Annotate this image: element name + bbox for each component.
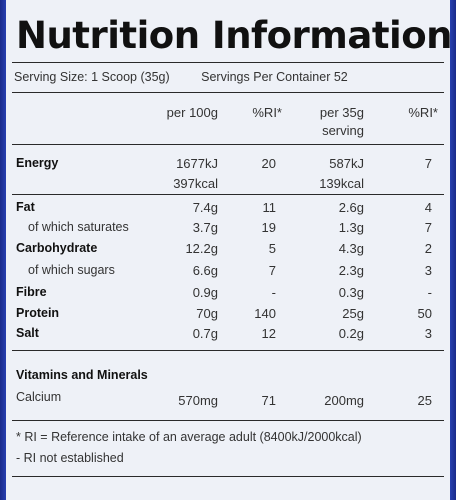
- cell-value: 4.3g: [338, 241, 364, 256]
- cell-value: 200mg: [324, 393, 364, 408]
- cell-ri: 7: [424, 156, 432, 171]
- cell-ri: 4: [424, 200, 432, 215]
- divider: [12, 476, 444, 477]
- cell-value: 587kJ: [329, 156, 364, 171]
- nutrition-panel: Nutrition Information Serving Size: 1 Sc…: [6, 0, 452, 500]
- cell-ri: -: [271, 285, 276, 300]
- cell-ri: 25: [417, 393, 432, 408]
- divider: [12, 420, 444, 421]
- row-label-fat: Fat: [16, 200, 35, 214]
- cell-value: 1677kJ: [176, 156, 218, 171]
- divider: [12, 62, 444, 63]
- cell-ri: 5: [268, 241, 276, 256]
- cell-value: 12.2g: [185, 241, 218, 256]
- cell-value: 2.3g: [338, 263, 364, 278]
- cell-ri: 7: [424, 220, 432, 235]
- page-title: Nutrition Information: [16, 14, 452, 57]
- header-ri-1: %RI*: [252, 105, 282, 120]
- cell-ri: 12: [261, 326, 276, 341]
- cell-ri: 71: [261, 393, 276, 408]
- row-label-sugars: of which sugars: [28, 263, 115, 277]
- servings-per-container: Servings Per Container 52: [201, 70, 348, 84]
- header-ri-2: %RI*: [408, 105, 438, 120]
- serving-size: Serving Size: 1 Scoop (35g): [14, 70, 170, 84]
- cell-value: 139kcal: [319, 176, 364, 191]
- cell-value: 0.9g: [192, 285, 218, 300]
- cell-value: 6.6g: [192, 263, 218, 278]
- footnote-not-established: - RI not established: [16, 451, 124, 465]
- cell-ri: -: [427, 285, 432, 300]
- cell-ri: 20: [261, 156, 276, 171]
- cell-value: 2.6g: [338, 200, 364, 215]
- cell-value: 25g: [342, 306, 364, 321]
- cell-ri: 140: [254, 306, 276, 321]
- row-label-carbohydrate: Carbohydrate: [16, 241, 98, 255]
- row-label-energy: Energy: [16, 156, 59, 170]
- cell-ri: 50: [417, 306, 432, 321]
- divider: [12, 92, 444, 93]
- divider: [12, 350, 444, 351]
- cell-value: 7.4g: [192, 200, 218, 215]
- cell-ri: 19: [261, 220, 276, 235]
- cell-ri: 3: [424, 326, 432, 341]
- row-label-protein: Protein: [16, 306, 60, 320]
- row-label-calcium: Calcium: [16, 390, 62, 404]
- cell-value: 70g: [196, 306, 218, 321]
- cell-value: 570mg: [178, 393, 218, 408]
- header-serving: serving: [322, 123, 364, 138]
- cell-value: 1.3g: [338, 220, 364, 235]
- cell-value: 397kcal: [173, 176, 218, 191]
- cell-ri: 2: [424, 241, 432, 256]
- divider: [12, 194, 444, 195]
- footnote-ri: * RI = Reference intake of an average ad…: [16, 430, 362, 444]
- section-heading-vitamins: Vitamins and Minerals: [16, 368, 148, 382]
- cell-ri: 11: [262, 200, 277, 215]
- serving-info: Serving Size: 1 Scoop (35g) Servings Per…: [14, 70, 348, 84]
- cell-ri: 7: [268, 263, 276, 278]
- row-label-saturates: of which saturates: [28, 220, 129, 234]
- cell-value: 3.7g: [192, 220, 218, 235]
- cell-value: 0.3g: [338, 285, 364, 300]
- header-per-100g: per 100g: [166, 105, 218, 120]
- cell-value: 0.7g: [192, 326, 218, 341]
- cell-value: 0.2g: [338, 326, 364, 341]
- row-label-fibre: Fibre: [16, 285, 47, 299]
- cell-ri: 3: [424, 263, 432, 278]
- divider: [12, 144, 444, 145]
- header-per-35g: per 35g: [319, 105, 364, 120]
- row-label-salt: Salt: [16, 326, 39, 340]
